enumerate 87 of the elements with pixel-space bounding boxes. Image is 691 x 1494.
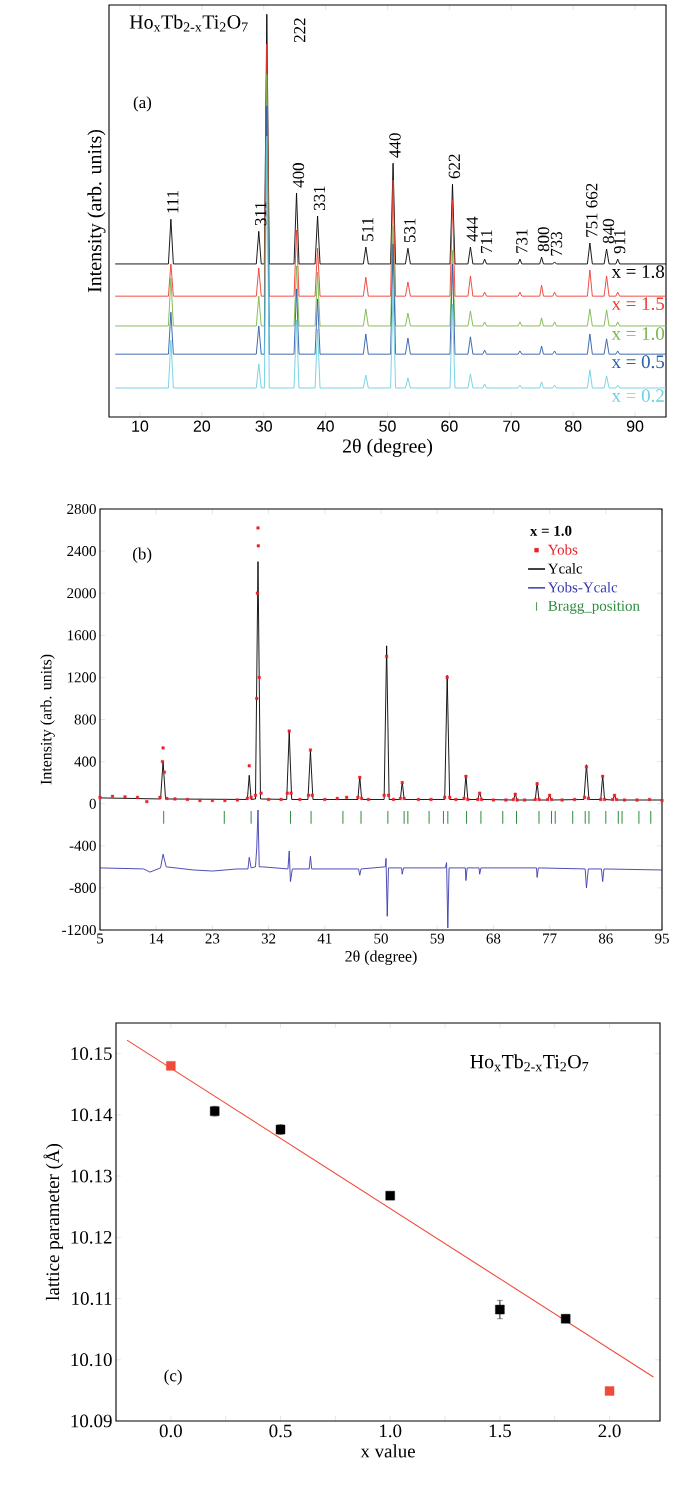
- x-tick-label: 60: [441, 420, 458, 432]
- x-axis-title: 2θ (degree): [342, 438, 433, 457]
- y-axis-title: lattice parameter (Å): [43, 1143, 64, 1301]
- x-tick-label: 0.0: [159, 1424, 182, 1438]
- y-tick-label: 2400: [67, 546, 96, 557]
- point: [604, 1386, 615, 1396]
- x-tick-label: 2.0: [598, 1424, 621, 1438]
- x-tick-label: 86: [598, 933, 613, 944]
- line-series: [99, 809, 663, 929]
- x-tick-label: 5: [97, 933, 104, 944]
- y-tick-label: 800: [74, 714, 96, 725]
- y-tick-label: 10.10: [71, 1353, 112, 1367]
- y-tick-label: 2800: [67, 503, 96, 515]
- x-tick-label: 32: [261, 933, 276, 944]
- y-tick-label: 10.15: [71, 1047, 112, 1061]
- x-tick-label: 14: [150, 933, 164, 944]
- legend-label: Ycalc: [547, 563, 583, 574]
- x-tick-label: 1.0: [380, 1424, 402, 1438]
- x-axis-title: 2θ (degree): [345, 950, 417, 966]
- x-tick-label: 10: [132, 420, 149, 432]
- x-tick-label: 77: [543, 933, 557, 944]
- annotation: (a): [133, 96, 152, 112]
- y-tick-label: 10.13: [71, 1169, 112, 1183]
- x-tick-label: 50: [374, 933, 388, 944]
- annotation: (b): [133, 547, 152, 563]
- y-tick-label: 400: [74, 756, 96, 767]
- x-tick-label: 70: [503, 420, 520, 432]
- series-label: x = 1.0: [611, 327, 665, 341]
- x-tick-label: 59: [430, 933, 445, 944]
- x-axis-title: x value: [360, 1444, 415, 1458]
- annotation: 331: [313, 186, 326, 211]
- annotation: 444: [466, 216, 478, 242]
- x-tick-label: 0.5: [269, 1424, 292, 1438]
- y-tick-label: 10.12: [71, 1230, 112, 1244]
- annotation: 531: [404, 218, 416, 243]
- series-label: x = 0.5: [611, 355, 665, 369]
- series-label: x = 0.2: [611, 389, 664, 403]
- x-tick-label: 80: [564, 420, 582, 432]
- annotation: 731: [516, 229, 528, 253]
- x-tick-label: 95: [655, 933, 669, 944]
- annotation: 840: [602, 219, 615, 244]
- annotation: 222: [294, 18, 306, 43]
- x-tick-label: 23: [205, 933, 220, 944]
- y-tick-label: 0: [89, 798, 96, 809]
- y-tick-label: 10.11: [72, 1292, 112, 1305]
- y-axis-title: Intensity (arb. units): [40, 654, 55, 785]
- annotation: 911: [613, 230, 626, 254]
- annotation: 622: [448, 154, 461, 179]
- chart-title: Ho$_{x}$Tb$_{2-x}$Ti$_{2}$O$_{7}$: [129, 14, 248, 32]
- series-label: x = 1.5: [611, 297, 665, 311]
- y-tick-label: -400: [69, 840, 96, 851]
- legend-title: x = 1.0: [529, 525, 572, 536]
- annotation: 751 662: [586, 183, 598, 237]
- y-tick-label: 10.09: [71, 1414, 112, 1428]
- annotation: (c): [164, 1369, 182, 1385]
- point: [495, 1304, 505, 1315]
- legend-label: Yobs: [547, 544, 578, 555]
- annotation: 733: [550, 231, 563, 256]
- x-tick-label: 50: [379, 420, 396, 432]
- x-tick-label: 41: [317, 933, 332, 944]
- annotation: 111: [167, 190, 179, 213]
- y-tick-label: 1200: [67, 672, 96, 683]
- x-tick-label: 68: [486, 933, 501, 944]
- y-tick-label: 10.14: [71, 1108, 113, 1122]
- point: [385, 1190, 395, 1201]
- x-tick-label: 20: [193, 420, 211, 432]
- annotation: 400: [292, 163, 305, 188]
- x-tick-label: 1.5: [489, 1424, 511, 1438]
- text: Ho$_{x}$Tb$_{2-x}$Ti$_{2}$O$_{7}$: [470, 1054, 589, 1072]
- annotation: 711: [480, 230, 493, 253]
- y-tick-label: -1200: [62, 924, 96, 936]
- series-label: x = 1.8: [611, 265, 665, 278]
- x-tick-label: 40: [317, 420, 334, 432]
- annotation: 511: [362, 218, 374, 241]
- y-axis-title: Intensity (arb. units): [87, 129, 106, 293]
- x-tick-label: 30: [255, 420, 272, 432]
- y-tick-label: 2000: [67, 588, 96, 599]
- legend-label: Yobs-Ycalc: [547, 581, 618, 593]
- point: [561, 1314, 571, 1324]
- x-tick-label: 90: [626, 420, 644, 432]
- annotation: 800: [537, 227, 550, 252]
- y-tick-label: 1600: [67, 630, 96, 641]
- annotation: 311: [254, 202, 267, 226]
- legend-label: Bragg_position: [548, 600, 640, 614]
- point: [166, 1061, 176, 1071]
- annotation: 440: [389, 133, 401, 158]
- y-tick-label: -800: [69, 882, 96, 893]
